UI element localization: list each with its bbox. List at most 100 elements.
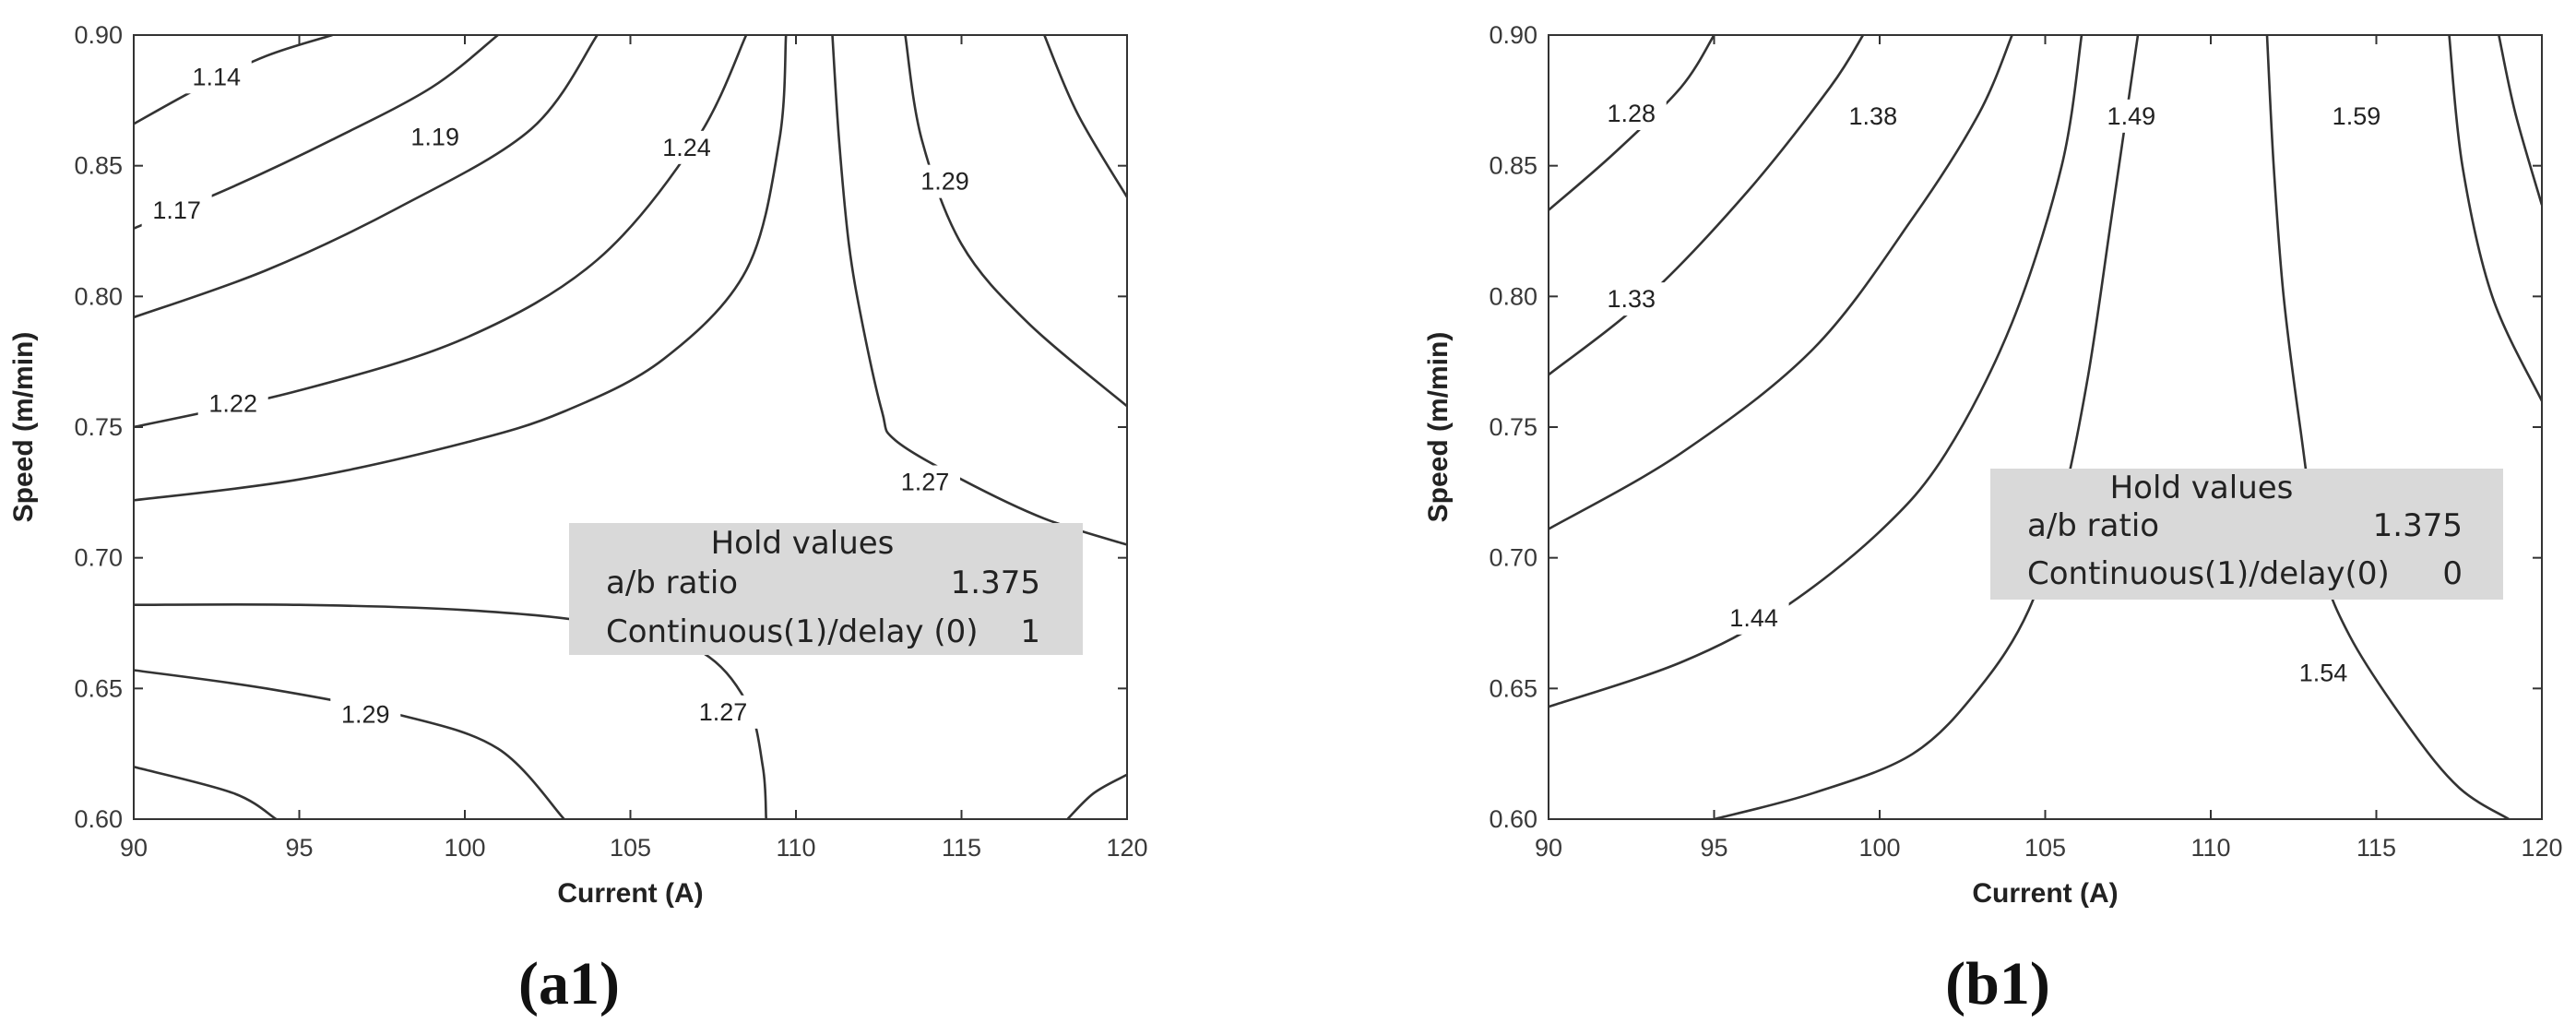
x-tick-label: 110	[776, 834, 815, 862]
contour-line-1.33	[1549, 35, 1865, 376]
contour-line-1.24	[134, 35, 788, 502]
contour-label: 1.29	[920, 168, 969, 196]
contour-label: 1.28	[1607, 100, 1656, 127]
contour-label: 1.33	[1607, 285, 1656, 313]
contour-label-bg	[688, 695, 759, 729]
contour-line-1.54	[2265, 35, 2510, 819]
hold-values-box	[569, 523, 1083, 655]
y-tick-label: 0.60	[1489, 805, 1537, 833]
contour-label-bg	[2288, 656, 2359, 690]
contour-label: 1.14	[192, 63, 241, 90]
x-tick-label: 115	[942, 834, 981, 862]
contour-label-bg	[330, 697, 401, 732]
y-tick-label: 0.60	[74, 805, 123, 833]
hold-value-label: Continuous(1)/delay (0)	[606, 613, 979, 650]
contour-label-bg	[2095, 99, 2166, 133]
hold-value-label: Continuous(1)/delay(0)	[2027, 555, 2390, 592]
contour-label-bg	[909, 164, 980, 198]
contour-line-1.19	[134, 35, 599, 319]
x-tick-label: 100	[444, 834, 485, 862]
y-axis-title: Speed (m/min)	[8, 332, 39, 523]
contour-line-1.38	[1549, 35, 2013, 530]
y-tick-label: 0.85	[74, 152, 123, 180]
hold-value-number: 1.375	[2373, 507, 2463, 544]
x-tick-label: 95	[1700, 834, 1727, 862]
contour-label-bg	[141, 193, 212, 227]
contour-line-1.29	[904, 35, 1127, 408]
contour-line-1.29	[831, 35, 1127, 546]
contour-label: 1.44	[1729, 604, 1778, 632]
x-tick-label: 120	[1106, 834, 1147, 862]
contour-label: 1.38	[1849, 102, 1898, 130]
contour-line-1.27	[1043, 35, 1127, 198]
contour-label-bg	[1718, 601, 1789, 635]
x-tick-label: 120	[2521, 834, 2562, 862]
y-tick-label: 0.70	[1489, 544, 1537, 572]
contour-line-1.22	[134, 35, 748, 429]
contour-label: 1.54	[2299, 659, 2348, 686]
hold-value-number: 1.375	[951, 565, 1040, 601]
contour-lines	[1549, 35, 2542, 819]
y-axis-title: Speed (m/min)	[1423, 332, 1454, 523]
y-tick-label: 0.65	[1489, 674, 1537, 702]
y-tick-label: 0.90	[1489, 21, 1537, 49]
x-tick-label: 90	[1535, 834, 1562, 862]
contour-label-bg	[197, 387, 268, 421]
panel-caption: (b1)	[1945, 950, 2050, 1017]
contour-line-1.29	[134, 669, 565, 819]
contour-label-bg	[651, 130, 722, 164]
contour-label: 1.19	[410, 124, 459, 151]
contour-line-1.49	[1714, 35, 2140, 819]
panel-a1: 1.14 1.19 1.17 1.24 1.29 1.22 1.27 1.29 1.27 Hold…	[8, 21, 1148, 1017]
hold-value-number: 0	[2442, 555, 2463, 592]
contour-line-1.29	[1066, 773, 1127, 819]
plot-frame	[1548, 34, 2543, 820]
y-tick-label: 0.80	[74, 282, 123, 310]
plot-frame	[133, 34, 1128, 820]
panel-b1: 1.28 1.38 1.49 1.59 1.33 1.44 1.54 Hold valuesa…	[1423, 21, 2563, 1017]
contour-label-bg	[1837, 99, 1908, 133]
x-tick-label: 115	[2356, 834, 2396, 862]
hold-values-title: Hold values	[2110, 470, 2294, 506]
contour-line-1.59	[2448, 35, 2542, 402]
y-tick-label: 0.75	[74, 413, 123, 441]
hold-value-label: a/b ratio	[2027, 507, 2159, 544]
contour-label-bg	[399, 120, 470, 154]
y-tick-label: 0.80	[1489, 282, 1537, 310]
panel-caption: (a1)	[518, 950, 620, 1017]
contour-label: 1.27	[901, 469, 950, 496]
x-axis-title: Current (A)	[557, 878, 703, 909]
contour-label: 1.22	[208, 390, 257, 418]
contour-line-1.59	[2498, 35, 2542, 206]
contour-line-1.44	[1549, 35, 2083, 708]
contour-label-bg	[1596, 282, 1667, 316]
y-tick-label: 0.70	[74, 544, 123, 572]
x-axis-title: Current (A)	[1972, 878, 2118, 909]
hold-values-box	[1990, 469, 2503, 600]
contour-label-bg	[890, 465, 961, 499]
contour-label: 1.49	[2107, 102, 2156, 130]
contour-label: 1.24	[662, 134, 711, 161]
contour-label-bg	[2321, 99, 2392, 133]
contour-lines	[134, 35, 1127, 819]
contour-label: 1.59	[2333, 102, 2381, 130]
y-tick-label: 0.65	[74, 674, 123, 702]
x-tick-label: 100	[1858, 834, 1900, 862]
contour-label: 1.29	[341, 701, 390, 729]
y-tick-label: 0.85	[1489, 152, 1537, 180]
x-tick-label: 105	[2024, 834, 2066, 862]
hold-value-label: a/b ratio	[606, 565, 738, 601]
x-tick-label: 105	[610, 834, 651, 862]
hold-values-title: Hold values	[711, 525, 895, 562]
contour-label-bg	[1596, 97, 1667, 130]
x-tick-label: 90	[120, 834, 148, 862]
contour-label-bg	[181, 60, 252, 94]
contour-label: 1.27	[699, 698, 748, 726]
contour-line-1.29	[134, 766, 278, 819]
y-tick-label: 0.75	[1489, 413, 1537, 441]
x-tick-label: 110	[2190, 834, 2230, 862]
x-tick-label: 95	[285, 834, 313, 862]
y-tick-label: 0.90	[74, 21, 123, 49]
hold-value-number: 1	[1020, 613, 1040, 650]
